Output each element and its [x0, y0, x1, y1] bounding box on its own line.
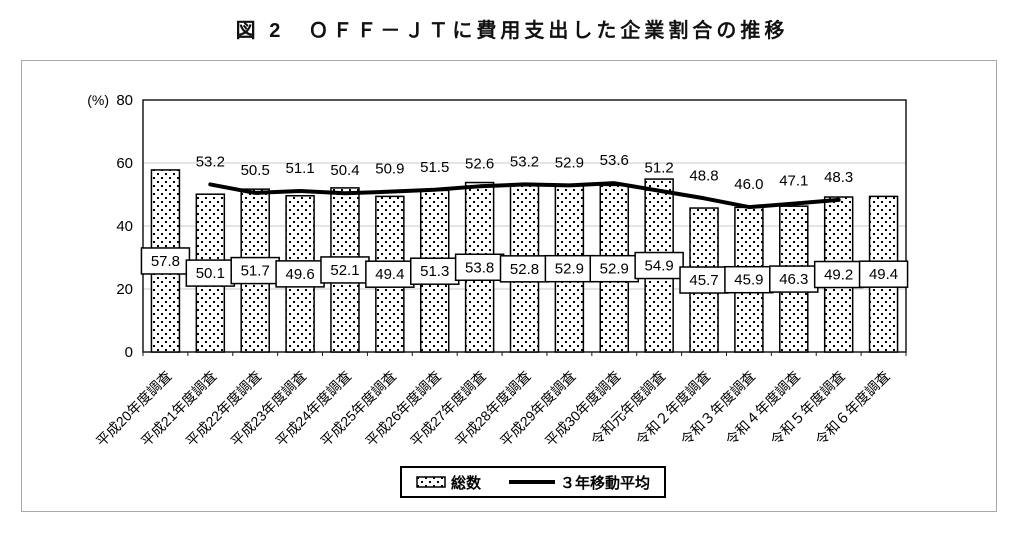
bar-value-label: 49.2	[824, 267, 853, 284]
bar-value-box	[454, 253, 505, 282]
bar-value-label: 51.3	[420, 263, 449, 280]
bar-value-label: 52.1	[330, 262, 359, 279]
legend-item-total: 総数	[416, 472, 481, 493]
bar-value-box	[769, 265, 819, 293]
bar-value-label: 52.9	[600, 261, 629, 278]
y-tick-label: 40	[116, 218, 133, 235]
bar-value-box	[634, 251, 684, 280]
bar-value-label: 45.7	[689, 272, 718, 289]
bar-value-box	[140, 247, 191, 275]
line-value-label: 51.1	[285, 160, 314, 177]
legend-label-total: 総数	[450, 474, 481, 492]
bar-value-label: 49.4	[869, 266, 898, 283]
bar-value-box	[320, 256, 370, 284]
bar-value-label: 54.9	[645, 258, 674, 275]
line-value-label: 51.2	[645, 160, 674, 177]
bar-value-box	[185, 259, 236, 287]
line-value-label: 52.6	[465, 155, 494, 172]
line-value-label: 52.9	[555, 154, 584, 171]
bar-value-box	[365, 260, 415, 288]
line-value-label: 53.2	[196, 153, 225, 170]
bar-value-box	[813, 260, 864, 289]
y-tick-label: 20	[116, 281, 133, 298]
x-axis-label: 平成20年度調査	[93, 368, 175, 450]
line-value-label: 53.2	[510, 153, 539, 170]
bar-value-label: 51.7	[241, 263, 270, 280]
bar-value-box	[544, 254, 595, 283]
bar-value-box	[724, 265, 774, 294]
bar-value-label: 49.6	[285, 266, 314, 283]
line-value-label: 50.9	[375, 161, 404, 178]
bar-value-label: 46.3	[779, 271, 808, 288]
bar-pattern-swatch-icon	[416, 476, 446, 488]
line-value-label: 50.4	[330, 162, 359, 179]
bar-value-box	[499, 255, 550, 283]
y-tick-label: 0	[125, 344, 133, 361]
y-tick-label: 80	[116, 92, 133, 109]
bar-value-label: 52.9	[555, 261, 584, 278]
legend-item-moving-average: ３年移動平均	[509, 472, 650, 493]
bar-value-label: 53.8	[465, 259, 494, 276]
legend: 総数 ３年移動平均	[400, 466, 666, 498]
y-axis-unit-label: (%)	[87, 92, 109, 108]
line-value-label: 46.0	[734, 176, 763, 193]
bar-value-label: 50.1	[196, 265, 225, 282]
moving-average-line	[208, 181, 841, 210]
line-value-label: 47.1	[779, 173, 808, 190]
y-tick-label: 60	[116, 155, 133, 172]
bar-value-label: 52.8	[510, 261, 539, 278]
bar-value-label: 49.4	[375, 266, 404, 283]
line-value-label: 51.5	[420, 159, 449, 176]
line-value-label: 48.8	[689, 167, 718, 184]
line-value-label: 48.3	[824, 169, 853, 186]
bar-value-box	[230, 256, 280, 285]
bar-value-label: 45.9	[734, 272, 763, 289]
bar-value-box	[858, 260, 909, 288]
line-value-label: 50.5	[241, 162, 270, 179]
bar-value-label: 57.8	[151, 253, 180, 270]
line-value-label: 53.6	[600, 152, 629, 169]
legend-label-moving-average: ３年移動平均	[560, 474, 651, 492]
figure-title: 図 2 ＯＦＦ－ＪＴに費用支出した企業割合の推移	[235, 20, 789, 42]
line-swatch-icon	[509, 480, 555, 484]
